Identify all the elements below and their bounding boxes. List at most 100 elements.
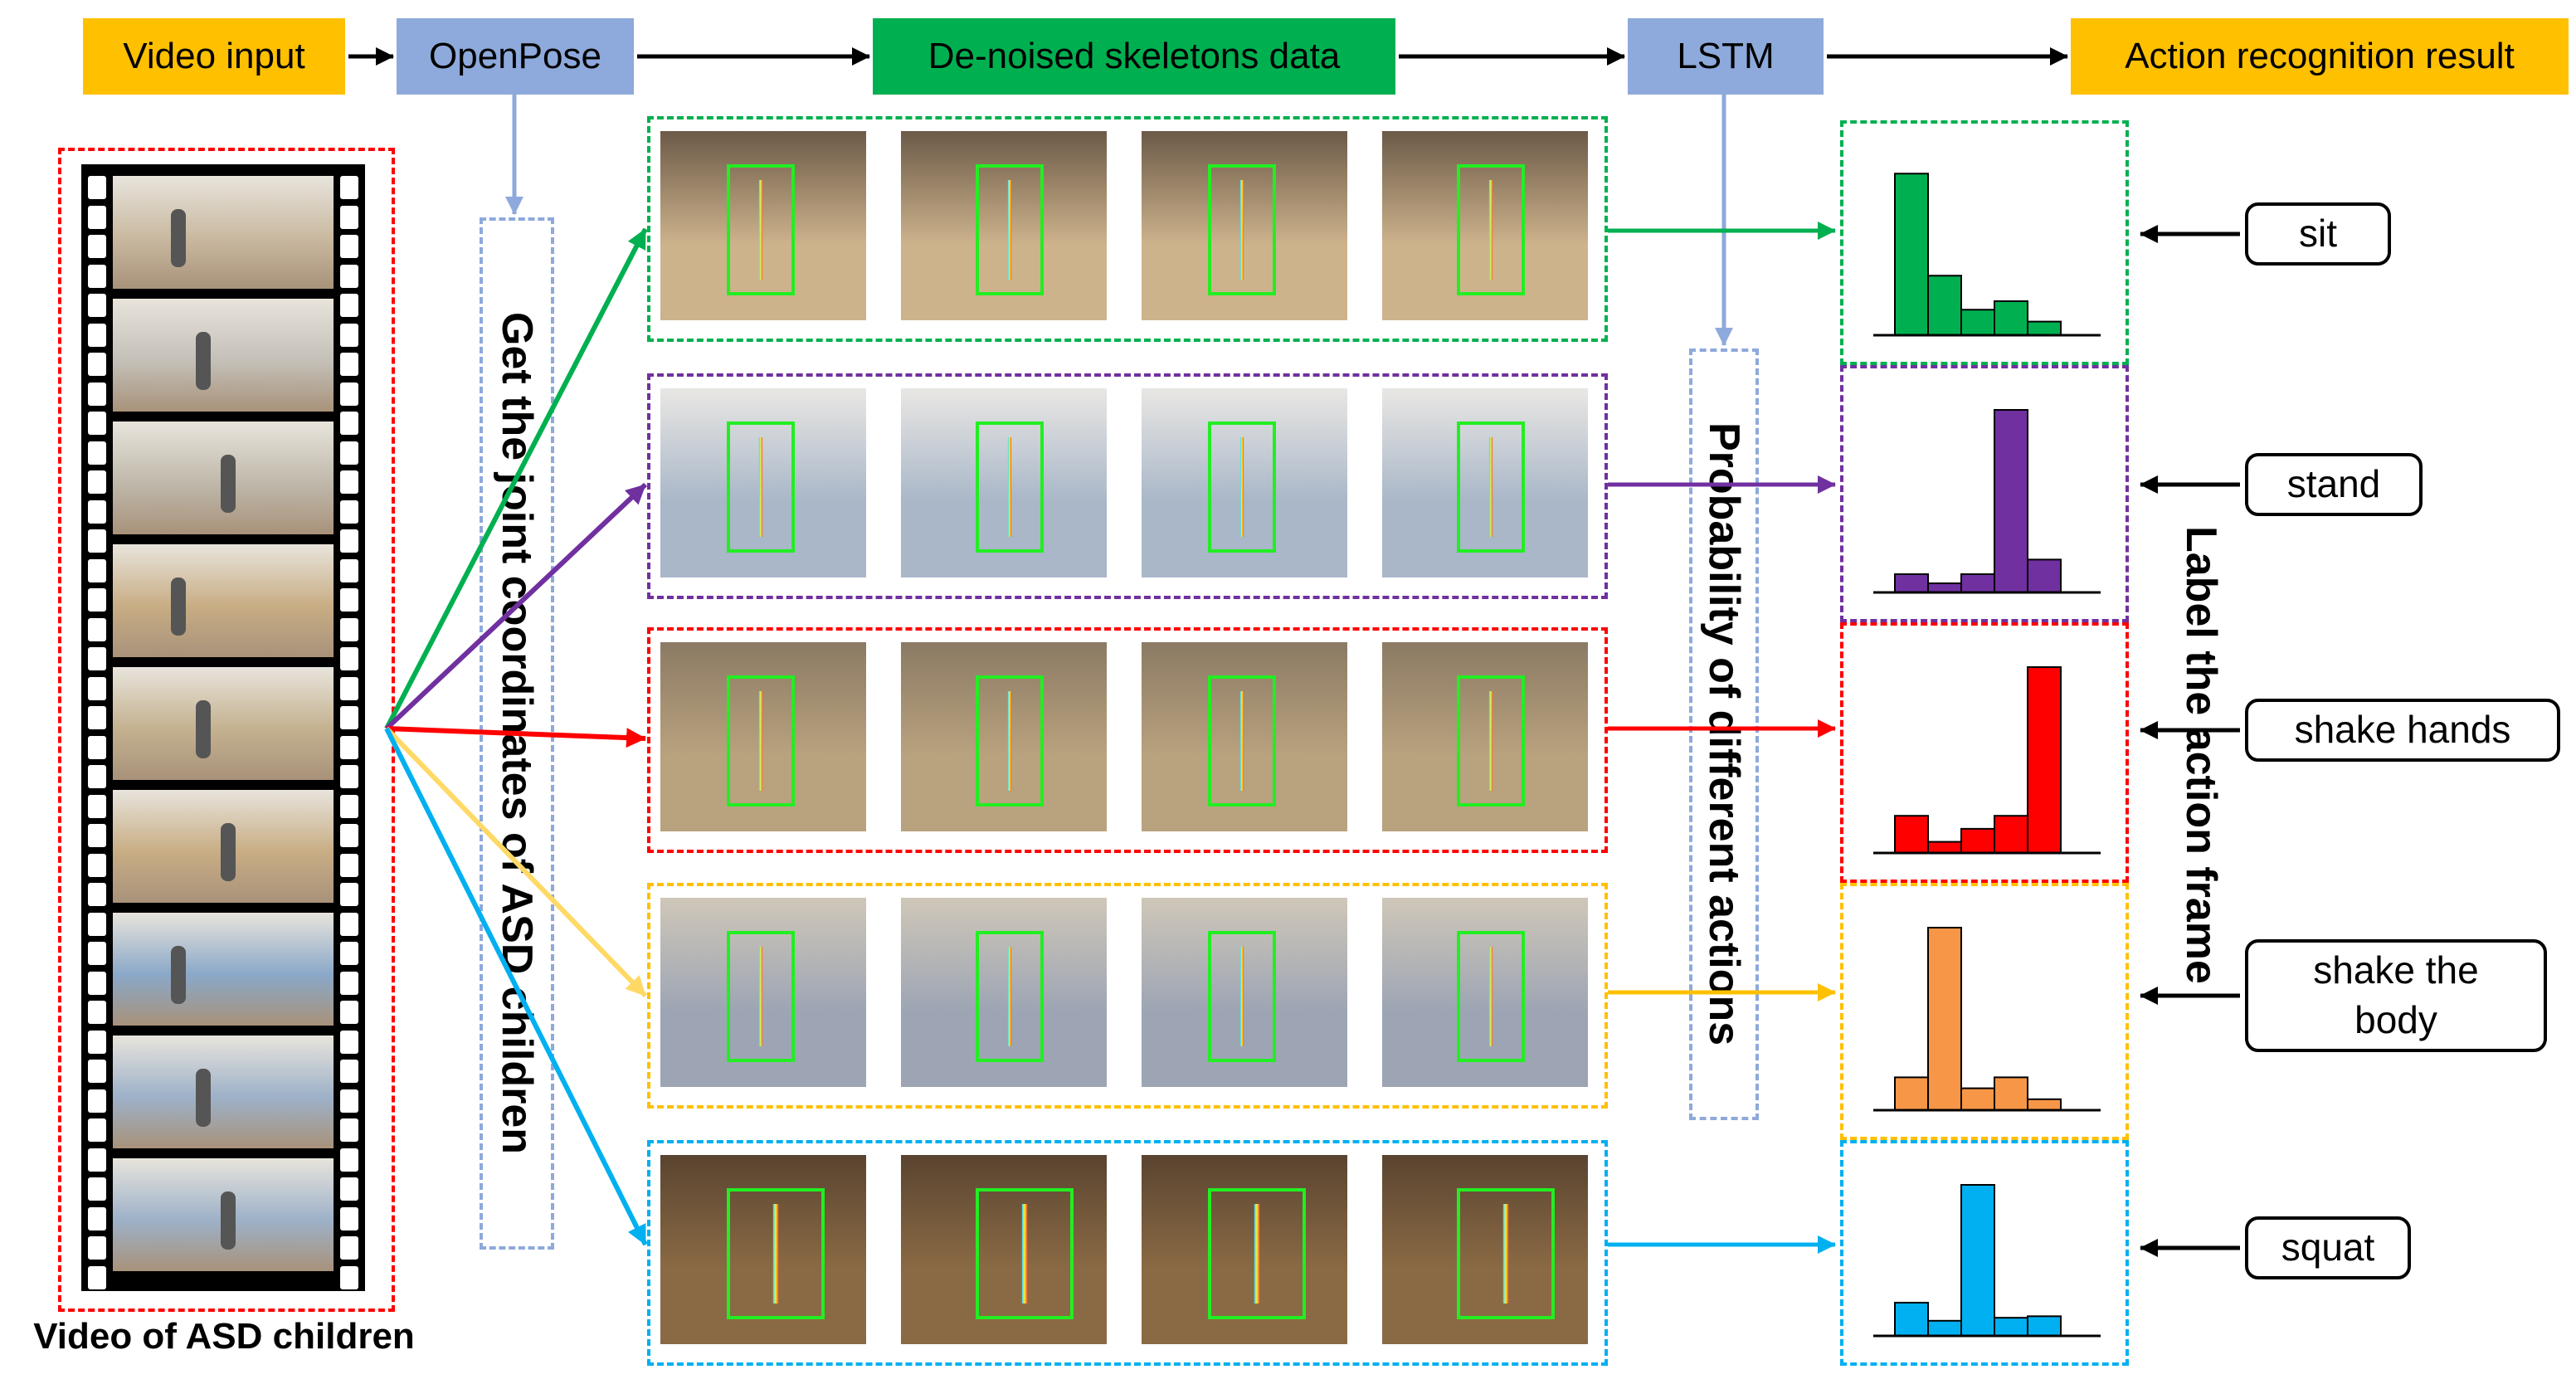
film-hole [340, 205, 358, 229]
histogram-2 [1840, 365, 2129, 622]
film-hole [88, 1236, 106, 1260]
film-frame [113, 544, 334, 657]
skeleton-overlay [997, 947, 1022, 1046]
film-hole [340, 971, 358, 995]
histogram-chart [1873, 409, 2101, 594]
histogram-3 [1840, 622, 2129, 883]
film-hole [340, 647, 358, 670]
film-hole [88, 794, 106, 818]
denoised-skeletons-label: De-noised skeletons data [928, 36, 1341, 76]
film-hole [88, 294, 106, 317]
bounding-box [1208, 675, 1276, 807]
bounding-box [1457, 422, 1525, 553]
skeleton-overlay [1478, 437, 1503, 537]
film-hole [340, 912, 358, 936]
fan-arrow-5 [384, 727, 648, 1246]
film-hole [340, 1089, 358, 1113]
film-hole [340, 441, 358, 465]
film-hole [340, 1265, 358, 1289]
film-hole [88, 1060, 106, 1083]
openpose-label: OpenPose [429, 36, 601, 76]
film-hole [340, 529, 358, 553]
film-hole [88, 470, 106, 494]
film-hole [88, 1206, 106, 1230]
film-hole [340, 353, 358, 376]
action-label-shake-hands: shake hands [2245, 699, 2560, 762]
film-hole [88, 1265, 106, 1289]
skeleton-thumbnail [1142, 898, 1347, 1087]
denoised-skeletons-box: De-noised skeletons data [873, 18, 1395, 95]
film-hole [340, 264, 358, 288]
film-frame [113, 790, 334, 903]
skeleton-overlay [1230, 180, 1254, 280]
skeleton-overlay [1230, 947, 1254, 1046]
action-label-sit: sit [2245, 202, 2391, 266]
film-hole [340, 1148, 358, 1172]
skeleton-thumbnail [901, 642, 1107, 831]
film-hole [88, 205, 106, 229]
histogram-5 [1840, 1140, 2129, 1366]
film-hole [88, 558, 106, 582]
lstm-label: LSTM [1677, 36, 1775, 76]
film-hole [340, 1236, 358, 1260]
skeleton-thumbnail [1382, 131, 1588, 320]
film-hole [340, 588, 358, 612]
film-hole [88, 588, 106, 612]
skeleton-thumbnail [1382, 642, 1588, 831]
film-hole [340, 942, 358, 965]
film-hole [88, 500, 106, 524]
bounding-box [976, 164, 1044, 295]
histogram-chart [1873, 666, 2101, 855]
film-hole [340, 883, 358, 906]
skeleton-thumbnail [1382, 1155, 1588, 1344]
fan-arrow-3 [386, 726, 646, 748]
fan-arrow-1 [384, 227, 648, 730]
skeleton-row-4 [647, 883, 1608, 1109]
film-hole [340, 294, 358, 317]
skeleton-overlay [1230, 691, 1254, 791]
film-hole [340, 470, 358, 494]
film-hole [340, 323, 358, 347]
film-hole [340, 617, 358, 641]
skeleton-thumbnail [660, 131, 866, 320]
child-figure [221, 1192, 236, 1250]
skeleton-row-1 [647, 116, 1608, 342]
histogram-bar [1894, 815, 1929, 854]
film-hole [88, 853, 106, 877]
child-figure [221, 455, 236, 513]
video-input-box: Video input [83, 18, 345, 95]
fan-arrow-4 [384, 726, 648, 998]
skeleton-thumbnail [901, 898, 1107, 1087]
histogram-bar [1960, 309, 1995, 336]
histogram-bar [1994, 1076, 2028, 1111]
film-hole [88, 323, 106, 347]
bounding-box [1457, 164, 1525, 295]
histogram-bar [1894, 1301, 1929, 1338]
skeleton-thumbnail [660, 898, 866, 1087]
film-hole [340, 853, 358, 877]
film-hole [88, 942, 106, 965]
skeleton-thumbnail [1382, 388, 1588, 577]
skeleton-thumbnail [901, 388, 1107, 577]
skeleton-thumbnail [901, 131, 1107, 320]
film-hole [88, 264, 106, 288]
film-hole [88, 1118, 106, 1142]
bounding-box [1457, 1188, 1555, 1319]
bounding-box [727, 1188, 825, 1319]
bounding-box [1208, 422, 1276, 553]
film-hole [88, 735, 106, 759]
film-hole [340, 794, 358, 818]
film-hole [88, 529, 106, 553]
film-hole [88, 441, 106, 465]
film-hole [88, 235, 106, 258]
bounding-box [727, 422, 795, 553]
film-hole [340, 676, 358, 700]
film-hole [88, 1089, 106, 1113]
film-hole [88, 353, 106, 376]
bounding-box [1208, 164, 1276, 295]
film-frame [113, 176, 334, 289]
film-hole [88, 824, 106, 847]
film-hole [88, 176, 106, 199]
film-hole [340, 1060, 358, 1083]
